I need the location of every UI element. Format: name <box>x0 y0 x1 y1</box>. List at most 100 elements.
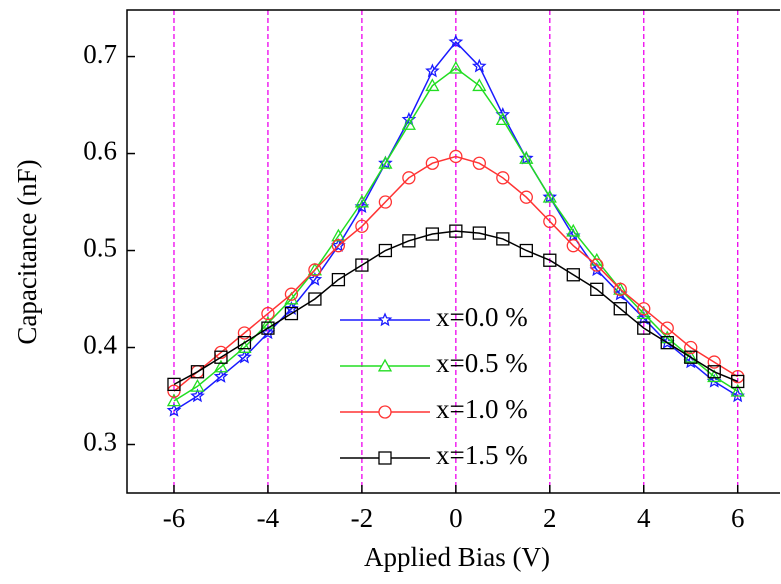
data-point <box>637 321 651 335</box>
data-point <box>683 349 698 363</box>
data-point <box>284 306 299 321</box>
data-point <box>190 378 205 392</box>
data-point <box>566 223 581 237</box>
x-tick-label: -4 <box>257 503 280 533</box>
data-point <box>284 291 299 305</box>
data-point <box>495 112 510 126</box>
data-point <box>166 402 182 417</box>
data-point <box>730 383 745 397</box>
data-point <box>425 63 440 78</box>
data-point <box>378 195 393 209</box>
data-point <box>425 227 440 241</box>
data-point <box>519 243 533 258</box>
legend-label: x=1.5 % <box>436 440 528 470</box>
data-point <box>589 262 605 277</box>
legend-marker <box>378 405 392 419</box>
data-point <box>590 282 604 296</box>
data-point <box>590 258 604 272</box>
legend-label: x=1.0 % <box>436 394 528 424</box>
data-point <box>707 365 721 379</box>
data-point <box>448 34 464 49</box>
data-point <box>519 151 534 164</box>
data-point <box>425 78 440 92</box>
data-point <box>613 282 627 296</box>
data-point <box>566 268 580 282</box>
data-point <box>190 388 205 403</box>
data-point <box>613 302 627 316</box>
data-point <box>355 258 369 272</box>
data-point <box>213 359 229 373</box>
data-point <box>378 243 393 258</box>
x-tick-label: 6 <box>731 503 745 533</box>
data-point <box>660 336 674 350</box>
data-point <box>214 350 228 364</box>
data-point <box>636 306 651 320</box>
data-point <box>707 369 722 383</box>
legend-marker <box>377 358 393 372</box>
y-tick-label: 0.4 <box>83 330 117 360</box>
data-point <box>331 272 346 287</box>
x-tick-label: 4 <box>637 503 651 533</box>
data-point <box>542 189 558 204</box>
x-tick-label: 2 <box>543 503 557 533</box>
data-point <box>402 234 416 248</box>
data-point <box>308 292 322 306</box>
data-point <box>237 349 252 364</box>
data-point <box>707 355 721 369</box>
y-tick-label: 0.7 <box>83 39 117 69</box>
data-point <box>284 287 299 301</box>
x-axis-label: Applied Bias (V) <box>364 542 550 572</box>
data-point <box>731 374 745 389</box>
data-point <box>402 171 416 185</box>
x-tick-label: 0 <box>449 503 463 533</box>
data-point <box>496 232 510 246</box>
data-point <box>684 340 698 355</box>
data-point <box>519 190 533 204</box>
data-point <box>261 321 275 335</box>
data-point <box>472 226 486 240</box>
data-point <box>307 262 323 276</box>
data-point <box>542 189 557 203</box>
data-point <box>307 271 323 286</box>
data-point <box>401 117 416 130</box>
data-point <box>308 263 322 277</box>
legend-marker <box>377 312 393 327</box>
y-tick-label: 0.6 <box>83 136 117 166</box>
data-point <box>543 253 557 267</box>
data-point <box>637 302 651 316</box>
data-point <box>448 60 463 74</box>
axes-frame <box>126 9 780 494</box>
data-point <box>378 155 393 170</box>
data-point <box>331 238 346 252</box>
data-point <box>166 393 182 407</box>
data-point <box>167 384 181 398</box>
x-tick-label: -6 <box>163 503 186 533</box>
data-point <box>471 58 487 73</box>
data-point <box>237 326 252 340</box>
data-point <box>331 228 346 242</box>
data-point <box>237 336 252 350</box>
data-point <box>543 214 557 229</box>
data-point <box>472 156 486 170</box>
data-point <box>237 340 252 353</box>
data-point <box>684 350 698 364</box>
legend-marker <box>378 451 392 465</box>
data-point <box>613 281 628 295</box>
x-tick-label: -2 <box>351 503 374 533</box>
data-point <box>449 149 463 164</box>
series-line <box>173 67 739 402</box>
legend-label: x=0.0 % <box>436 302 528 332</box>
data-point <box>449 224 463 238</box>
y-tick-label: 0.5 <box>83 233 117 263</box>
data-point <box>167 377 181 392</box>
y-tick-label: 0.3 <box>83 427 117 457</box>
data-point <box>354 194 369 208</box>
data-point <box>660 321 674 335</box>
series-line <box>173 155 739 392</box>
data-point <box>496 171 510 185</box>
series-line <box>173 230 738 386</box>
data-point <box>355 219 369 233</box>
legend-label: x=0.5 % <box>436 348 528 378</box>
data-point <box>190 365 205 379</box>
